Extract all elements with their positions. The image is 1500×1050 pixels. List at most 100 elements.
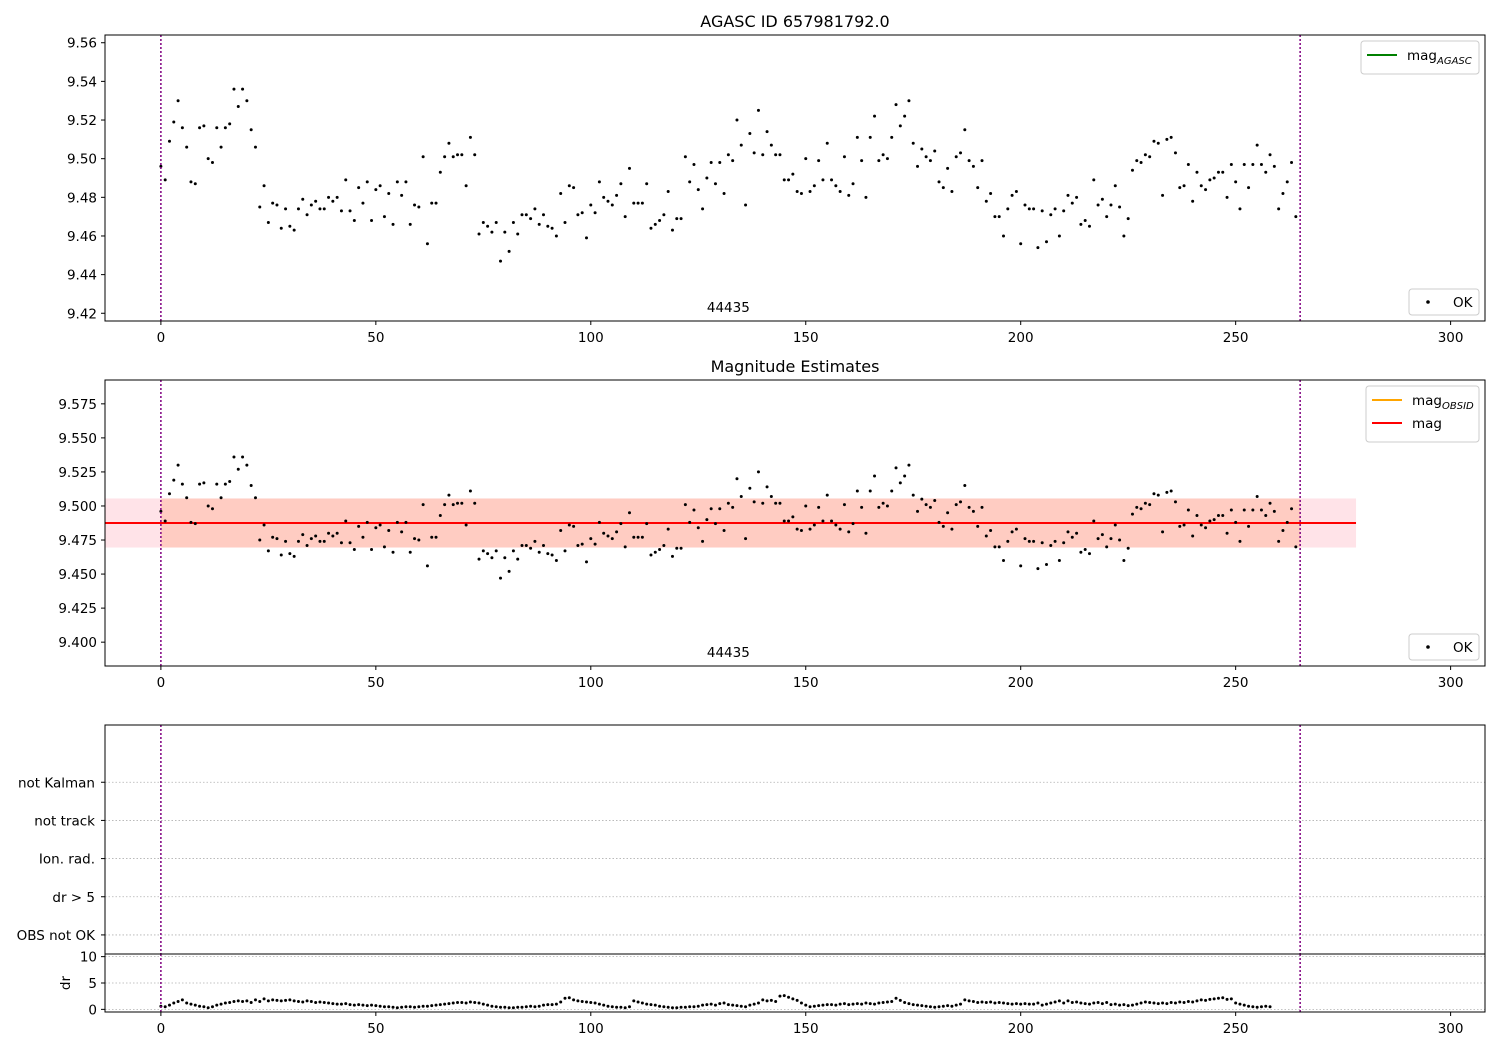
data-point bbox=[434, 1003, 438, 1007]
data-point bbox=[245, 463, 249, 467]
data-point bbox=[838, 527, 842, 531]
data-point bbox=[597, 520, 601, 524]
data-point bbox=[980, 1000, 984, 1004]
data-point bbox=[292, 228, 296, 232]
data-point bbox=[438, 514, 442, 518]
data-point bbox=[976, 1001, 980, 1005]
data-point bbox=[1126, 217, 1130, 221]
data-point bbox=[787, 178, 791, 182]
data-point bbox=[928, 1005, 932, 1009]
data-point bbox=[1255, 143, 1259, 147]
data-point bbox=[701, 539, 705, 543]
data-point bbox=[1122, 558, 1126, 562]
data-point bbox=[425, 564, 429, 568]
data-point bbox=[447, 141, 451, 145]
data-point bbox=[1066, 530, 1070, 534]
data-point bbox=[933, 1005, 937, 1009]
data-point bbox=[808, 527, 812, 531]
data-point bbox=[1285, 180, 1289, 184]
data-point bbox=[1285, 520, 1289, 524]
data-point bbox=[1118, 1003, 1122, 1007]
data-point bbox=[348, 209, 352, 213]
data-point bbox=[907, 1002, 911, 1006]
data-point bbox=[1113, 1002, 1117, 1006]
data-point bbox=[619, 522, 623, 526]
data-point bbox=[610, 537, 614, 541]
y-tick-label: 9.550 bbox=[58, 431, 97, 447]
data-point bbox=[176, 463, 180, 467]
data-point bbox=[610, 203, 614, 207]
data-point bbox=[1277, 539, 1281, 543]
data-point bbox=[584, 1000, 588, 1004]
data-point bbox=[933, 149, 937, 153]
data-point bbox=[748, 132, 752, 136]
data-point bbox=[284, 207, 288, 211]
data-point bbox=[167, 139, 171, 143]
data-point bbox=[370, 548, 374, 552]
data-point bbox=[370, 1003, 374, 1007]
data-point bbox=[275, 537, 279, 541]
data-point bbox=[967, 999, 971, 1003]
data-point bbox=[352, 548, 356, 552]
data-point bbox=[464, 523, 468, 527]
data-point bbox=[735, 118, 739, 122]
data-point bbox=[1281, 528, 1285, 532]
data-point bbox=[202, 481, 206, 485]
data-point bbox=[920, 497, 924, 501]
panel-2: 0 50 100 150 200 250 300 9.400 9.425 9.450 9.475 9.… bbox=[58, 379, 1486, 691]
data-point bbox=[1040, 541, 1044, 545]
data-point bbox=[413, 537, 417, 541]
data-point bbox=[584, 560, 588, 564]
data-point bbox=[542, 1003, 546, 1007]
data-point bbox=[584, 236, 588, 240]
data-point bbox=[1264, 514, 1268, 518]
data-point bbox=[1019, 564, 1023, 568]
data-point bbox=[443, 155, 447, 159]
data-point bbox=[593, 1001, 597, 1005]
data-point bbox=[511, 1006, 515, 1010]
data-point bbox=[301, 197, 305, 201]
data-point bbox=[946, 511, 950, 515]
data-point bbox=[911, 493, 915, 497]
data-point bbox=[984, 534, 988, 538]
data-point bbox=[602, 531, 606, 535]
data-point bbox=[494, 1005, 498, 1009]
data-point bbox=[1156, 141, 1160, 145]
data-point bbox=[954, 503, 958, 507]
data-point bbox=[357, 186, 361, 190]
data-point bbox=[1087, 1002, 1091, 1006]
data-point bbox=[752, 500, 756, 504]
data-point bbox=[830, 519, 834, 523]
data-point bbox=[619, 182, 623, 186]
x-tick-label: 100 bbox=[578, 330, 604, 346]
data-point bbox=[443, 1002, 447, 1006]
data-point bbox=[937, 1005, 941, 1009]
data-point bbox=[653, 550, 657, 554]
data-point bbox=[365, 1004, 369, 1008]
data-point bbox=[352, 1003, 356, 1007]
data-point bbox=[868, 1002, 872, 1006]
data-point bbox=[649, 1003, 653, 1007]
data-point bbox=[627, 511, 631, 515]
data-point bbox=[817, 1004, 821, 1008]
data-point bbox=[954, 1003, 958, 1007]
data-point bbox=[176, 99, 180, 103]
data-point bbox=[507, 569, 511, 573]
data-point bbox=[842, 503, 846, 507]
data-point bbox=[378, 523, 382, 527]
data-point bbox=[782, 178, 786, 182]
data-point bbox=[1165, 1002, 1169, 1006]
data-point bbox=[851, 522, 855, 526]
data-point bbox=[1027, 207, 1031, 211]
data-point bbox=[1225, 531, 1229, 535]
data-point bbox=[1251, 508, 1255, 512]
data-point bbox=[511, 549, 515, 553]
data-point bbox=[417, 538, 421, 542]
data-point bbox=[1152, 492, 1156, 496]
data-point bbox=[971, 164, 975, 168]
x-tick-label: 0 bbox=[157, 1021, 166, 1037]
data-point bbox=[1079, 222, 1083, 226]
data-point bbox=[477, 1001, 481, 1005]
data-point bbox=[920, 1004, 924, 1008]
data-point bbox=[1023, 537, 1027, 541]
